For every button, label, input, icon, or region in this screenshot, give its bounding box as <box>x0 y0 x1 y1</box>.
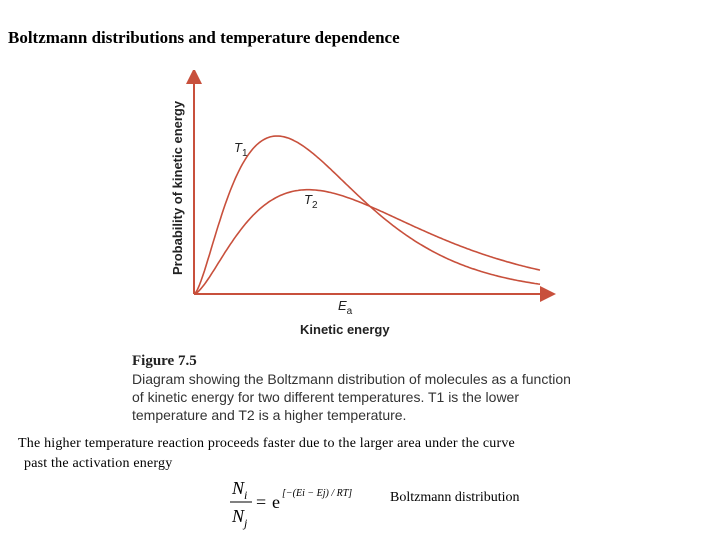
boltzmann-figure: Probability of kinetic energy Kinetic en… <box>140 70 580 350</box>
x-axis-label: Kinetic energy <box>300 322 390 337</box>
eq-denominator: N <box>231 506 245 526</box>
body-line-2: past the activation energy <box>24 456 173 471</box>
eq-exponent: [−(Ei − Ej) / RT] <box>282 488 352 499</box>
svg-text:Nj: Nj <box>231 506 248 530</box>
boltzmann-equation: Ni Nj = e [−(Ei − Ej) / RT] <box>230 478 352 530</box>
slide-title: Boltzmann distributions and temperature … <box>8 28 400 47</box>
figure-label: Figure 7.5 <box>132 353 197 369</box>
figure-caption-text: Diagram showing the Boltzmann distributi… <box>132 371 571 423</box>
equation-label: Boltzmann distribution <box>390 490 520 505</box>
t1-label: T1 <box>234 140 248 159</box>
ea-label-sub: a <box>347 306 353 317</box>
curve-t2 <box>193 188 541 295</box>
eq-numerator-sub: i <box>244 488 247 502</box>
body-text: The higher temperature reaction proceeds… <box>18 434 658 474</box>
eq-base: e <box>272 492 280 512</box>
svg-text:=: = <box>256 492 266 512</box>
body-line-1: The higher temperature reaction proceeds… <box>18 436 515 451</box>
figure-caption: Figure 7.5 Diagram showing the Boltzmann… <box>132 352 582 424</box>
eq-numerator: N <box>231 478 245 498</box>
ea-label-E: E <box>338 298 347 313</box>
svg-text:Ni: Ni <box>231 478 247 502</box>
ea-label: Ea <box>338 298 353 317</box>
eq-denominator-sub: j <box>242 516 248 530</box>
curve-t1 <box>193 135 541 295</box>
y-axis-label: Probability of kinetic energy <box>170 100 185 275</box>
boltzmann-chart: Probability of kinetic energy Kinetic en… <box>170 70 556 337</box>
t2-label: T2 <box>304 192 318 211</box>
